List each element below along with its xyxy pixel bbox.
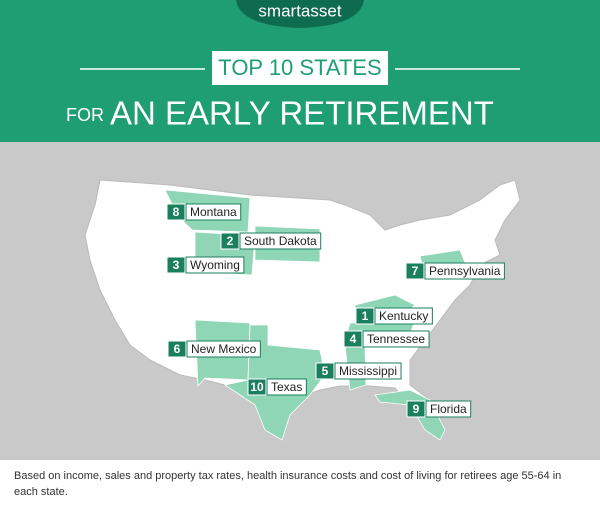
title-line2: AN EARLY RETIREMENT	[110, 95, 494, 132]
rank: 4	[350, 332, 357, 346]
rank-box	[315, 362, 335, 380]
state-name: Texas	[271, 380, 302, 394]
state-box	[374, 307, 433, 325]
state-box	[424, 262, 505, 280]
rank-box	[343, 330, 363, 348]
state-label: 3 Wyoming	[166, 256, 245, 274]
rank-box	[167, 340, 187, 358]
state-label: 10 Texas	[247, 378, 307, 396]
rank: 6	[174, 342, 181, 356]
state-name: Tennessee	[367, 332, 425, 346]
state-label: 4 Tennessee	[343, 330, 430, 348]
title-line1: TOP 10 STATES	[218, 55, 381, 80]
rank: 9	[413, 402, 420, 416]
rank: 2	[227, 234, 234, 248]
rank-box	[355, 307, 375, 325]
brand: smartasset	[258, 1, 341, 20]
state-box	[266, 378, 307, 396]
rank-box	[166, 203, 186, 221]
state-box	[239, 232, 322, 250]
state-name: New Mexico	[191, 342, 257, 356]
state-label: 2 South Dakota	[220, 232, 322, 250]
rank-box	[166, 256, 186, 274]
state-label: 7 Pennsylvania	[405, 262, 505, 280]
rank: 7	[412, 264, 419, 278]
rank-box	[220, 232, 240, 250]
state-name: Wyoming	[190, 258, 240, 272]
state-name: Florida	[430, 402, 467, 416]
title-prefix: FOR	[66, 105, 104, 125]
rank-box	[405, 262, 425, 280]
graphic: smartasset TOP 10 STATES FOR AN EARLY RE…	[0, 0, 600, 460]
state-box	[185, 203, 242, 221]
title-box	[212, 51, 388, 85]
state-box	[334, 362, 402, 380]
state-label: 6 New Mexico	[167, 340, 261, 358]
state-label: 1 Kentucky	[355, 307, 433, 325]
rank-box	[247, 378, 267, 396]
rank: 1	[362, 309, 369, 323]
footnote: Based on income, sales and property tax …	[14, 470, 562, 498]
brand-tab	[236, 0, 364, 28]
state-name: Mississippi	[339, 364, 397, 378]
rank: 3	[173, 258, 180, 272]
state-box	[362, 330, 430, 348]
state-name: Pennsylvania	[429, 264, 501, 278]
state-name: Kentucky	[379, 309, 428, 323]
rank: 5	[322, 364, 329, 378]
rank: 10	[250, 380, 264, 394]
state-label: 8 Montana	[166, 203, 242, 221]
state-box	[186, 340, 261, 358]
rank: 8	[173, 205, 180, 219]
state-box	[185, 256, 245, 274]
state-name: Montana	[190, 205, 237, 219]
state-label: 9 Florida	[406, 400, 472, 418]
rank-box	[406, 400, 426, 418]
state-name: South Dakota	[244, 234, 317, 248]
labels: 1 Kentucky 2 South Dakota 3 Wyoming 4 Tennessee…	[166, 203, 505, 418]
state-box	[425, 400, 472, 418]
state-label: 5 Mississippi	[315, 362, 402, 380]
